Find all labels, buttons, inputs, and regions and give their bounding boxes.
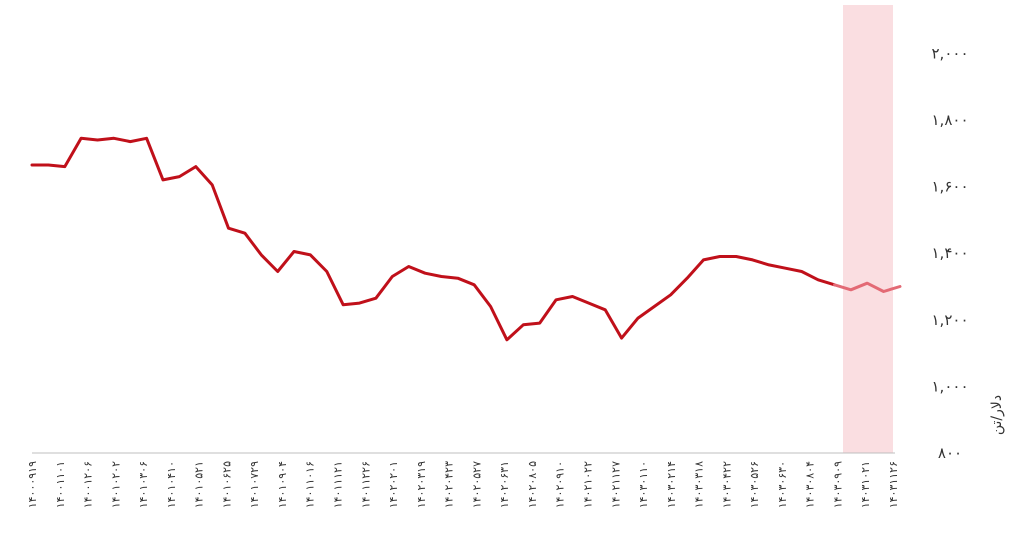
x-tick-label: ۱۴۰۲۰۵۲۷ xyxy=(470,461,483,508)
x-tick-label: ۱۴۰۳۰۳۱۸ xyxy=(693,461,706,508)
y-tick-label: ۱,۸۰۰ xyxy=(932,111,969,129)
x-tick-label: ۱۴۰۲۱۱۲۷ xyxy=(609,461,622,508)
x-tick-label: ۱۴۰۰۱۲۰۶ xyxy=(82,461,95,508)
price-series-line xyxy=(30,136,836,342)
y-tick-label: ۱,۲۰۰ xyxy=(932,311,969,329)
y-tick-label: ۲,۰۰۰ xyxy=(932,44,969,62)
y-tick-label: ۸۰۰ xyxy=(938,444,962,462)
x-tick-label: ۱۴۰۱۱۲۲۶ xyxy=(359,461,372,508)
x-tick-label: ۱۴۰۳۱۱۲۶ xyxy=(887,461,900,508)
x-tick-label: ۱۴۰۳۰۶۳۰ xyxy=(776,461,789,508)
x-tick-label: ۱۴۰۰۱۱۰۱ xyxy=(54,461,67,508)
forecast-shaded-region xyxy=(843,5,893,453)
y-tick-label: ۱,۴۰۰ xyxy=(932,244,969,262)
x-tick-label: ۱۴۰۱۰۴۱۰ xyxy=(165,461,178,508)
x-tick-label: ۱۴۰۲۰۲۰۱ xyxy=(387,461,400,508)
x-tick-label: ۱۴۰۲۰۹۱۰ xyxy=(554,461,567,508)
x-tick-label: ۱۴۰۱۰۵۲۱ xyxy=(193,461,206,508)
y-tick-label: ۱,۰۰۰ xyxy=(932,377,969,395)
x-tick-label: ۱۴۰۱۱۰۱۶ xyxy=(304,461,317,508)
x-tick-label: ۱۴۰۱۱۱۲۱ xyxy=(332,461,345,508)
x-tick-label: ۱۴۰۱۰۲۰۲ xyxy=(109,461,122,508)
x-tick-label: ۱۴۰۲۱۰۲۲ xyxy=(581,461,594,508)
y-axis-label: دلار/تن xyxy=(989,395,1005,435)
x-tick-label: ۱۴۰۳۰۸۰۴ xyxy=(804,461,817,508)
x-tick-label: ۱۴۰۱۰۶۲۵ xyxy=(220,461,233,508)
y-tick-label: ۱,۶۰۰ xyxy=(932,178,969,196)
forecast-series-line xyxy=(833,281,902,293)
x-tick-label: ۱۴۰۱۰۷۲۹ xyxy=(248,461,261,508)
x-tick-label: ۱۴۰۳۰۲۱۴ xyxy=(665,461,678,508)
x-tick-label: ۱۴۰۱۰۳۰۶ xyxy=(137,461,150,508)
x-tick-label: ۱۴۰۰۰۹۱۹ xyxy=(26,461,39,508)
x-tick-label: ۱۴۰۲۰۳۱۹ xyxy=(415,461,428,508)
x-tick-label: ۱۴۰۳۰۵۲۶ xyxy=(748,461,761,508)
x-tick-label: ۱۴۰۲۰۴۲۳ xyxy=(443,461,456,508)
x-tick-label: ۱۴۰۲۰۶۳۱ xyxy=(498,461,511,508)
x-tick-label: ۱۴۰۳۰۹۰۹ xyxy=(831,461,844,508)
x-tick-label: ۱۴۰۱۰۹۰۴ xyxy=(276,461,289,508)
x-tick-label: ۱۴۰۲۰۸۰۵ xyxy=(526,461,539,508)
x-tick-label: ۱۴۰۳۱۰۲۱ xyxy=(859,461,872,508)
x-tick-label: ۱۴۰۳۰۱۱۰ xyxy=(637,461,650,508)
x-tick-label: ۱۴۰۳۰۴۲۲ xyxy=(720,461,733,508)
